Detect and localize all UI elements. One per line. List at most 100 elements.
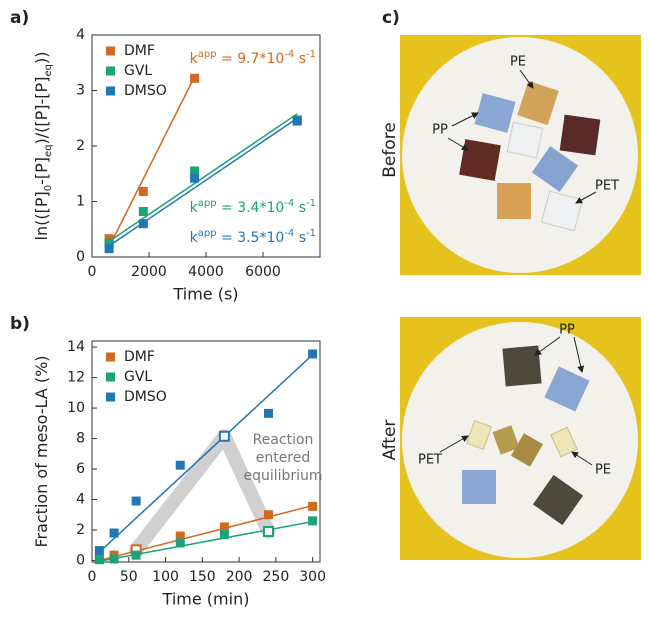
text-part: = 9.7*10 (217, 51, 285, 67)
text-part: )) (32, 52, 51, 64)
annotation: kapp = 3.4*10-4 s-1 (190, 198, 316, 217)
arrow (573, 336, 585, 373)
x-axis-title: Time (s) (172, 285, 238, 304)
sample (510, 433, 544, 467)
sample (532, 474, 584, 526)
x-axis-title: Time (min) (162, 590, 250, 609)
superscript: app (198, 198, 217, 209)
text-part: s (294, 230, 306, 246)
filter-disc (402, 37, 638, 273)
annotation: kapp = 3.5*10-4 s-1 (190, 228, 316, 247)
data-point (308, 349, 318, 359)
data-point (109, 554, 119, 564)
text-part: )/([P]-[P] (32, 77, 51, 145)
data-point (138, 187, 148, 197)
data-point (104, 244, 114, 254)
y-tick-label: 14 (67, 339, 85, 355)
panel-label: b) (10, 314, 30, 334)
sample (506, 121, 544, 159)
legend-marker (106, 372, 115, 382)
sample (465, 420, 493, 450)
data-point (263, 526, 275, 538)
text-part: -[P] (32, 157, 51, 185)
arrow (451, 112, 479, 127)
panel-label: c) (382, 8, 400, 28)
x-tick-label: 100 (152, 569, 179, 585)
annotation: entered (256, 450, 311, 466)
y-tick-label: 2 (76, 522, 85, 538)
subscript: eq (43, 144, 54, 157)
y-tick-label: 6 (76, 461, 85, 477)
fit-line (98, 354, 314, 553)
data-point (175, 460, 185, 470)
superscript: app (198, 49, 217, 60)
data-point (131, 550, 141, 560)
sample (462, 470, 496, 504)
text-part: = 3.5*10 (217, 230, 285, 246)
y-tick-label: 4 (76, 492, 85, 508)
sample (531, 146, 579, 192)
sample (517, 80, 559, 126)
text-part: = 3.4*10 (217, 200, 285, 216)
data-point (190, 73, 200, 83)
legend-label: DMF (124, 43, 155, 59)
legend-label: DMSO (124, 389, 167, 405)
panel-label: a) (10, 8, 29, 28)
y-tick-label: 1 (76, 194, 85, 210)
data-point (94, 555, 104, 565)
data-point (190, 173, 200, 183)
y-tick-label: 4 (76, 27, 85, 43)
photo-title: Before (380, 122, 400, 178)
sample (502, 345, 542, 387)
legend-label: DMF (124, 349, 155, 365)
data-point (175, 538, 185, 548)
x-tick-label: 300 (299, 569, 326, 585)
legend-label: GVL (124, 369, 152, 385)
sample (497, 183, 531, 219)
sample (474, 93, 516, 133)
y-axis-title: Fraction of meso-LA (%) (32, 355, 51, 547)
y-tick-label: 0 (76, 249, 85, 265)
arrow (439, 435, 469, 453)
data-point (109, 528, 119, 538)
data-point (175, 531, 185, 541)
photo-label: PE (510, 55, 526, 70)
x-tick-label: 0 (88, 569, 97, 585)
sample (540, 190, 584, 232)
data-point (264, 408, 274, 418)
data-point (94, 546, 104, 556)
photo-label: PET (595, 179, 619, 194)
photo-title: After (380, 420, 400, 461)
y-tick-label: 3 (76, 83, 85, 99)
annotation: Reaction (253, 432, 314, 448)
x-tick-label: 50 (120, 569, 138, 585)
y-tick-label: 10 (67, 400, 85, 416)
data-point (218, 430, 230, 442)
legend-label: DMSO (124, 83, 167, 99)
legend-marker (106, 86, 115, 96)
data-point (308, 501, 318, 511)
fit-line (99, 520, 313, 562)
data-point (104, 238, 114, 248)
text-part: ln(([P] (32, 191, 51, 240)
sample (492, 425, 520, 455)
legend-marker (106, 46, 115, 56)
text-part: k (190, 51, 199, 67)
fit-line (108, 76, 196, 248)
text-part: s (294, 51, 306, 67)
data-point (219, 522, 229, 532)
superscript: -1 (306, 228, 316, 239)
text-part: k (190, 230, 199, 246)
x-tick-label: 0 (88, 264, 97, 280)
superscript: -1 (306, 49, 316, 60)
arrow (519, 69, 534, 89)
x-tick-label: 250 (263, 569, 290, 585)
x-tick-label: 6000 (245, 264, 281, 280)
legend-marker (106, 392, 115, 402)
superscript: -4 (284, 49, 294, 60)
photo-label: PP (559, 323, 575, 338)
annotation: equilibrium (243, 468, 322, 484)
arrow (534, 336, 561, 356)
legend-marker (106, 66, 115, 76)
panel-c: c) PE PP PET Before PP PET PE After (380, 8, 641, 560)
